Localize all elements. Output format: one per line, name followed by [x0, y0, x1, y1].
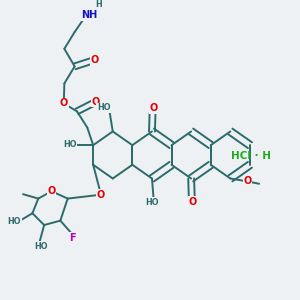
Text: HO: HO [97, 103, 111, 112]
Text: HO: HO [63, 140, 76, 149]
Text: F: F [69, 233, 76, 243]
Text: HO: HO [34, 242, 48, 251]
Text: NH: NH [81, 10, 97, 20]
Text: O: O [97, 190, 105, 200]
Text: HCl · H: HCl · H [231, 151, 272, 161]
Text: O: O [91, 55, 99, 65]
Text: O: O [47, 186, 56, 196]
Text: HO: HO [145, 198, 159, 207]
Text: H: H [95, 0, 101, 9]
Text: O: O [243, 176, 251, 186]
Text: O: O [149, 103, 158, 113]
Text: O: O [188, 197, 197, 207]
Text: O: O [60, 98, 68, 108]
Text: HO: HO [8, 217, 21, 226]
Text: O: O [92, 97, 100, 107]
